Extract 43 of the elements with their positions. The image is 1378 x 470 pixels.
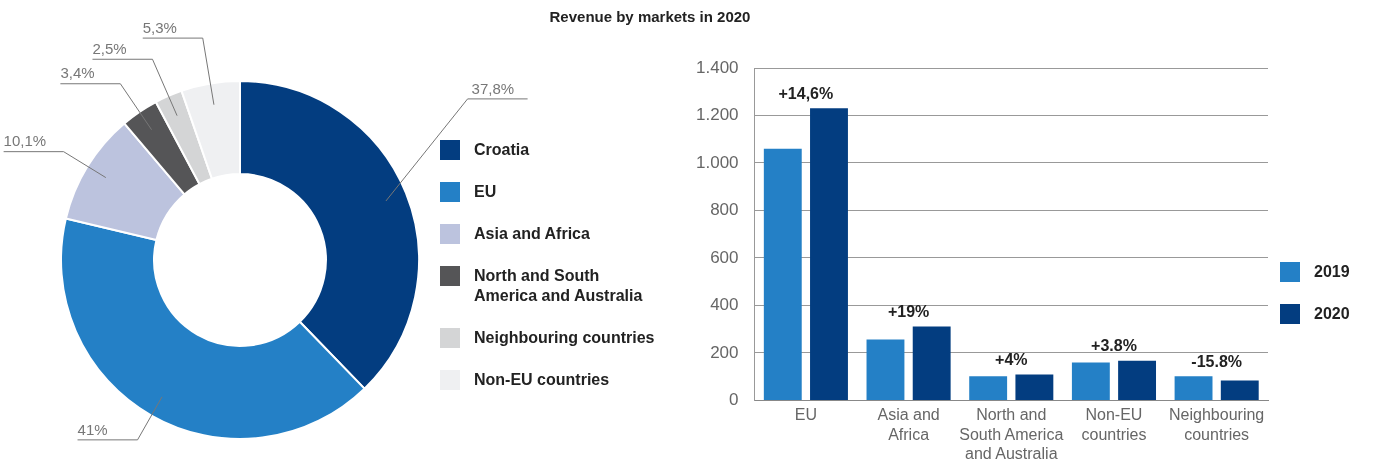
bar [1220,380,1259,400]
y-tick-label: 1.000 [695,152,739,172]
legend-label: EU [474,182,497,202]
legend-label: Asia and Africa [474,224,590,244]
legend-label: Neighbouring countries [474,328,655,348]
data-label: 5,3% [142,18,177,36]
annotation: +4% [995,350,1028,368]
bar [969,376,1008,400]
legend-label: Non-EU countries [474,370,610,390]
y-tick-label: 800 [710,200,739,220]
bar [1174,376,1213,400]
bar [1118,360,1157,400]
chart-title: Revenue by markets in 2020 [548,8,752,25]
annotation: +19% [887,302,930,320]
data-label: 41% [77,420,108,438]
annotation: +14,6% [778,84,834,102]
legend-label: 2019 [1314,262,1350,282]
annotation: +3.8% [1091,337,1137,355]
x-tick-label: EU [794,406,817,424]
bar [810,108,848,400]
y-tick-label: 0 [729,390,739,410]
y-tick-label: 600 [710,247,739,267]
legend-label: Croatia [474,140,530,160]
bar [763,148,802,400]
y-tick-label: 200 [710,342,739,362]
legend-label: 2020 [1314,304,1350,324]
x-tick-label: Neighbouring countries [1169,406,1265,443]
bar [866,339,905,400]
data-label: 2,5% [92,39,127,57]
bar [1015,374,1054,400]
legend-label: North and South America and Australia [474,266,644,306]
annotation: -15.8% [1191,352,1243,370]
bar [912,326,951,400]
x-tick-label: North and South America and Australia [959,406,1064,462]
data-label: 37,8% [471,79,515,97]
data-label: 10,1% [3,132,47,150]
bar [1071,362,1110,400]
x-tick-label: Asia and Africa [877,406,940,443]
x-tick-label: Non-EU countries [1081,406,1147,443]
y-tick-label: 1.400 [695,57,739,77]
data-label: 3,4% [60,64,95,82]
y-tick-label: 1.200 [695,105,739,125]
y-tick-label: 400 [710,295,739,315]
